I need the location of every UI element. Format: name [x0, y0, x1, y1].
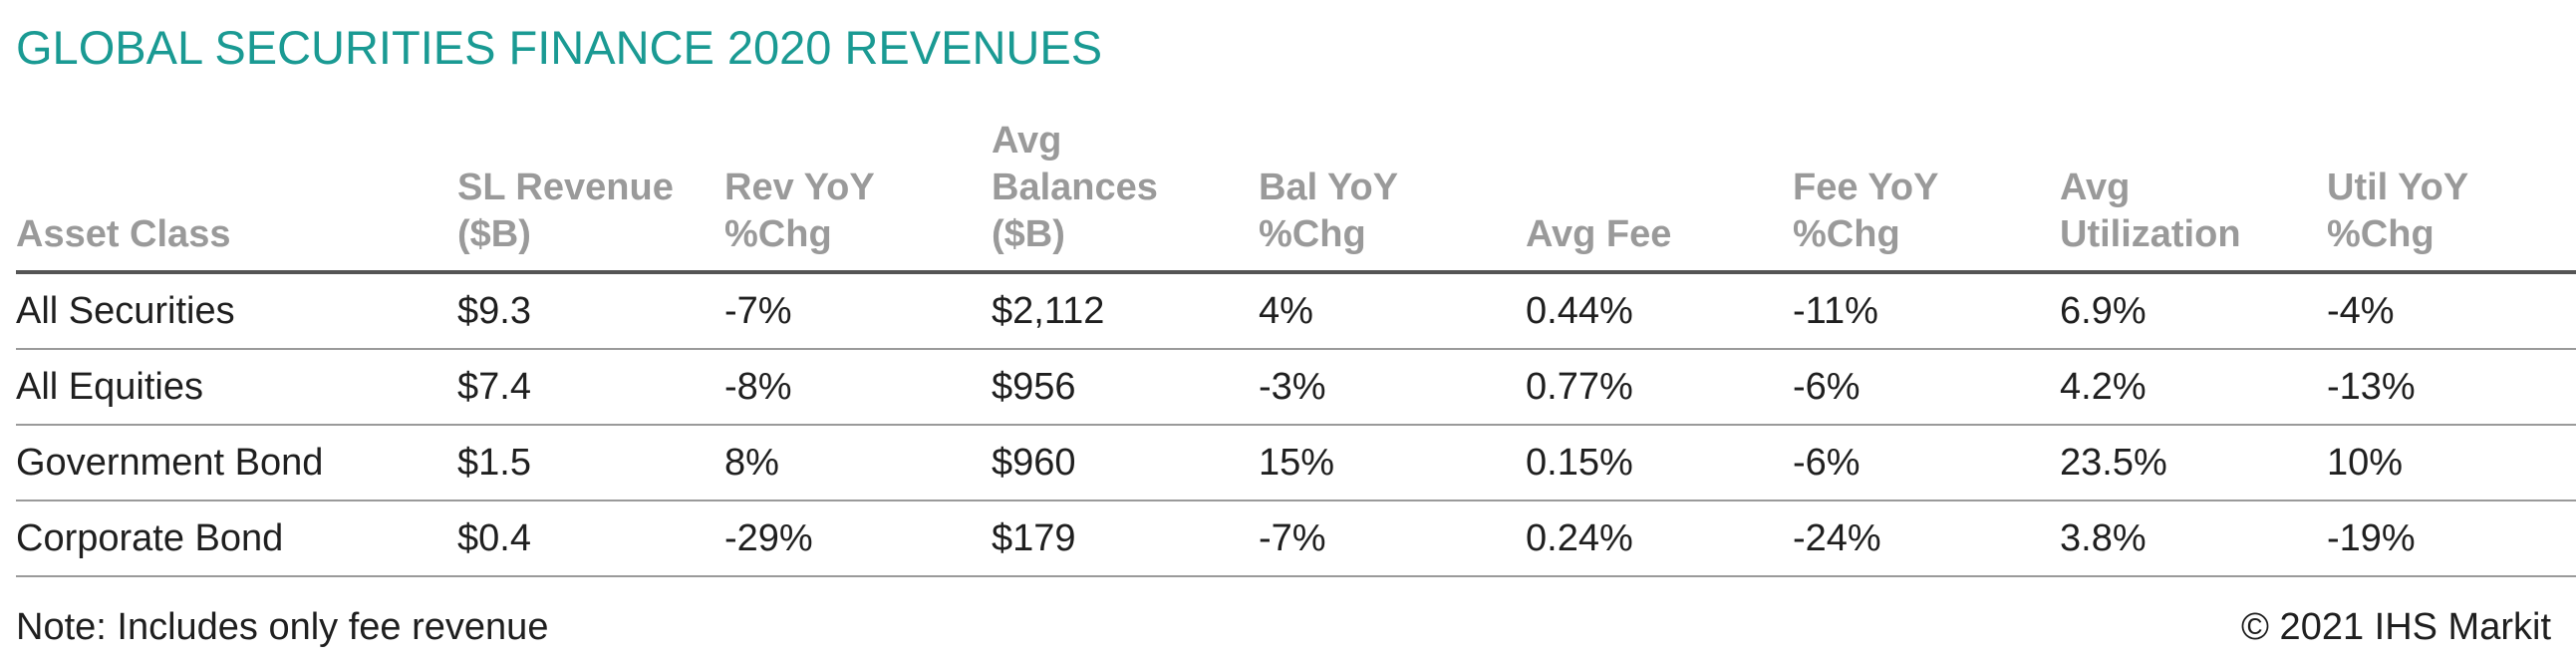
table-cell: 0.24%	[1526, 500, 1793, 577]
header-line: Utilization	[2060, 213, 2241, 255]
table-row: Government Bond $1.5 8% $960 15% 0.15% -…	[16, 425, 2576, 501]
table-cell: 3.8%	[2060, 500, 2327, 577]
table-cell: $1.5	[457, 425, 724, 501]
header-line: %Chg	[2327, 213, 2434, 255]
table-cell: $7.4	[457, 349, 724, 426]
header-line: Fee YoY	[1793, 167, 1939, 208]
table-row: All Securities $9.3 -7% $2,112 4% 0.44% …	[16, 272, 2576, 350]
table-cell: 4.2%	[2060, 349, 2327, 426]
header-line: Avg	[2060, 167, 2131, 208]
table-cell: Government Bond	[16, 425, 457, 501]
copyright: © 2021 IHS Markit	[2241, 606, 2551, 648]
col-header-sl-revenue: SL Revenue ($B)	[457, 118, 724, 274]
table-cell: 8%	[724, 425, 992, 501]
header-line: %Chg	[724, 213, 832, 255]
table-cell: -6%	[1793, 425, 2060, 501]
table-cell: -7%	[724, 272, 992, 350]
table-cell: 0.44%	[1526, 272, 1793, 350]
table-cell: 4%	[1259, 272, 1526, 350]
table-cell: 23.5%	[2060, 425, 2327, 501]
header-line: Util YoY	[2327, 167, 2469, 208]
table-cell: 15%	[1259, 425, 1526, 501]
table-cell: $960	[992, 425, 1259, 501]
col-header-fee-yoy: Fee YoY %Chg	[1793, 118, 2060, 274]
table-cell: -7%	[1259, 500, 1526, 577]
table-cell: $9.3	[457, 272, 724, 350]
col-header-avg-balances: Avg Balances ($B)	[992, 118, 1259, 274]
header-line: Avg	[992, 120, 1062, 162]
table-cell: All Equities	[16, 349, 457, 426]
revenues-table: Asset Class SL Revenue ($B) Rev YoY %Chg…	[16, 118, 2576, 577]
table-cell: $956	[992, 349, 1259, 426]
table-cell: $0.4	[457, 500, 724, 577]
table-row: All Equities $7.4 -8% $956 -3% 0.77% -6%…	[16, 349, 2576, 426]
table-cell: -11%	[1793, 272, 2060, 350]
header-row: Asset Class SL Revenue ($B) Rev YoY %Chg…	[16, 118, 2576, 274]
table-cell: -6%	[1793, 349, 2060, 426]
table-cell: -19%	[2327, 500, 2576, 577]
table-cell: 10%	[2327, 425, 2576, 501]
col-header-rev-yoy: Rev YoY %Chg	[724, 118, 992, 274]
header-line: %Chg	[1793, 213, 1900, 255]
col-header-bal-yoy: Bal YoY %Chg	[1259, 118, 1526, 274]
table-cell: All Securities	[16, 272, 457, 350]
table-cell: -13%	[2327, 349, 2576, 426]
header-line: ($B)	[457, 213, 531, 255]
col-header-util-yoy: Util YoY %Chg	[2327, 118, 2576, 274]
header-line: %Chg	[1259, 213, 1366, 255]
col-header-asset-class: Asset Class	[16, 118, 457, 274]
header-line: Rev YoY	[724, 167, 875, 208]
table-cell: 6.9%	[2060, 272, 2327, 350]
table-cell: -8%	[724, 349, 992, 426]
header-line: Balances	[992, 167, 1158, 208]
table-row: Corporate Bond $0.4 -29% $179 -7% 0.24% …	[16, 500, 2576, 577]
table-cell: -4%	[2327, 272, 2576, 350]
page-title: GLOBAL SECURITIES FINANCE 2020 REVENUES	[16, 21, 1103, 74]
header-line: Avg Fee	[1526, 213, 1672, 255]
table-cell: -3%	[1259, 349, 1526, 426]
col-header-avg-utilization: Avg Utilization	[2060, 118, 2327, 274]
table-cell: Corporate Bond	[16, 500, 457, 577]
col-header-avg-fee: Avg Fee	[1526, 118, 1793, 274]
table-cell: -29%	[724, 500, 992, 577]
header-line: Asset Class	[16, 213, 231, 255]
table-cell: -24%	[1793, 500, 2060, 577]
table-cell: 0.15%	[1526, 425, 1793, 501]
header-line: Bal YoY	[1259, 167, 1399, 208]
footnote: Note: Includes only fee revenue	[16, 606, 549, 648]
table-cell: $179	[992, 500, 1259, 577]
table-cell: $2,112	[992, 272, 1259, 350]
table-cell: 0.77%	[1526, 349, 1793, 426]
header-line: SL Revenue	[457, 167, 674, 208]
header-line: ($B)	[992, 213, 1065, 255]
